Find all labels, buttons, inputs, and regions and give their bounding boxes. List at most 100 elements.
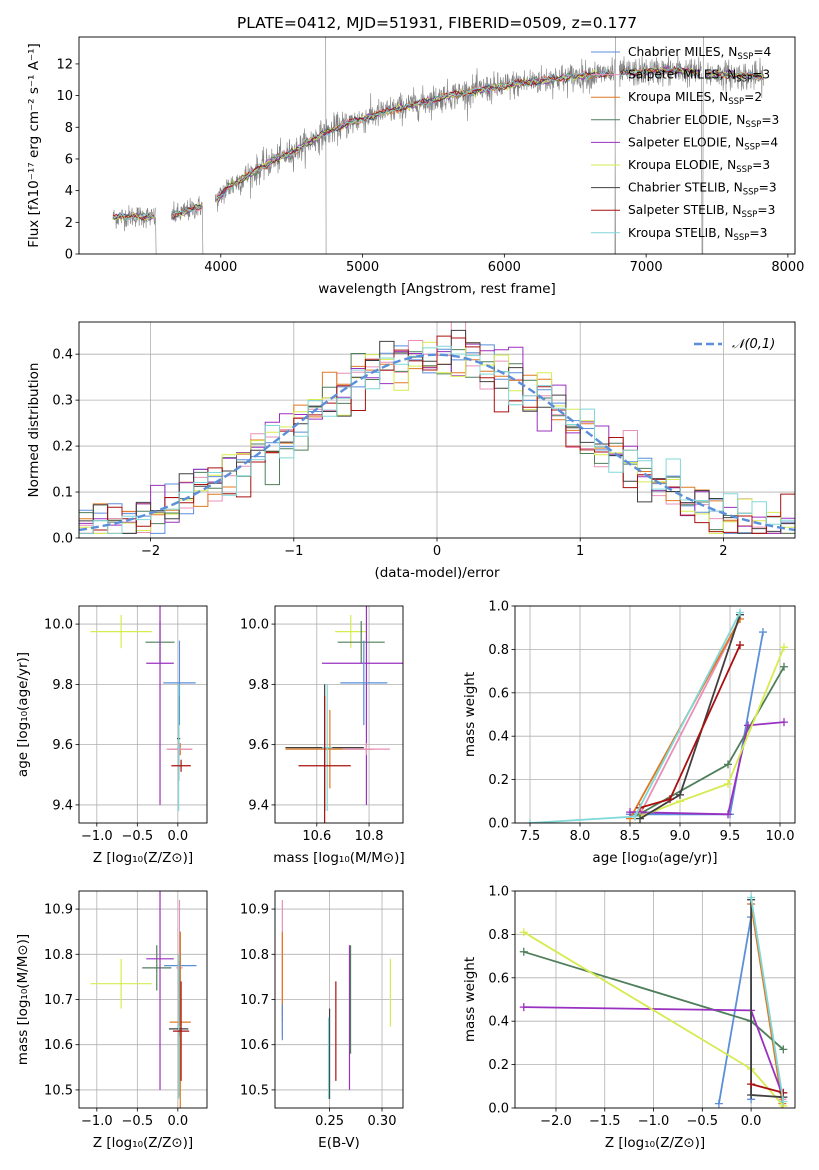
weight-line	[750, 903, 784, 1104]
x-tick-label: 8.5	[620, 829, 641, 844]
x-axis-label: E(B-V)	[318, 1135, 360, 1151]
weight-marker	[714, 1099, 723, 1108]
plot-area	[281, 900, 392, 1099]
gaussian-curve	[79, 353, 795, 532]
x-tick-label: −1.5	[589, 1114, 621, 1129]
legend-label-tail: =4	[753, 45, 771, 59]
legend-label-tail: =3	[752, 158, 770, 172]
y-tick-label: 9.6	[52, 738, 73, 753]
y-tick-label: 10.5	[240, 1083, 269, 1098]
legend-label: Kroupa ELODIE, NSSP=3	[628, 158, 770, 175]
y-tick-label: 9.6	[248, 738, 269, 753]
legend-label: Chabrier STELIB, NSSP=3	[628, 181, 777, 198]
plot-area	[285, 606, 403, 823]
x-tick-label: 0.30	[368, 1114, 397, 1129]
legend-label-text: Kroupa STELIB, N	[628, 226, 734, 240]
axes: −2 −1 0 1 2 0.0 0.1 0.2 0.3 0.4 (data-model)/error…	[26, 321, 796, 581]
y-tick-label: 0.6	[488, 686, 509, 701]
x-axis-label: Z [log₁₀(Z/Z⊙)]	[93, 850, 193, 866]
y-tick-label: 10.6	[44, 1038, 73, 1053]
legend-label-tail: =2	[744, 90, 762, 104]
x-tick-label: −1.0	[638, 1114, 670, 1129]
x-axis-label: wavelength [Angstrom, rest frame]	[318, 281, 556, 297]
weight-marker	[780, 643, 788, 652]
y-tick-label: 0.2	[488, 1058, 509, 1073]
x-tick-label: 9.0	[670, 829, 691, 844]
legend-label-sub: SSP	[744, 142, 760, 152]
weight-marker	[779, 1097, 788, 1106]
y-tick-label: 9.4	[52, 798, 73, 813]
x-tick-label: 0.0	[167, 1114, 188, 1129]
x-axis-label: age [log₁₀(age/yr)]	[592, 850, 717, 866]
plot-area	[90, 606, 196, 811]
model-spectrum-line	[112, 65, 764, 221]
chart-mass_vs_Z: −1.0 −0.5 0.0 10.5 10.6 10.7 10.8 10.9 Z [log₁₀(…	[15, 890, 208, 1151]
legend-label-sub: SSP	[743, 188, 759, 198]
weight-line	[629, 721, 785, 816]
axes-frame	[78, 605, 208, 824]
x-tick-label: 10.0	[766, 829, 795, 844]
weight-marker	[747, 893, 756, 902]
y-axis-label: mass weight	[462, 957, 478, 1042]
weight-marker	[736, 641, 744, 650]
chart-residuals: −2 −1 0 1 2 0.0 0.1 0.2 0.3 0.4 (data-model)/error…	[26, 321, 796, 581]
y-tick-label: 9.8	[52, 678, 73, 693]
x-tick-label: 0.25	[315, 1114, 344, 1129]
x-tick-label: 8.0	[570, 829, 591, 844]
y-tick-label: 0.4	[52, 348, 73, 363]
y-tick-label: 10.7	[44, 993, 73, 1008]
y-tick-label: 10.0	[44, 618, 73, 633]
weight-marker	[519, 1003, 528, 1012]
x-axis-label: Z [log₁₀(Z/Z⊙)]	[93, 1135, 193, 1151]
weight-marker	[519, 928, 528, 937]
legend-label-text: Chabrier MILES, N	[628, 45, 737, 59]
y-tick-label: 1.0	[488, 600, 509, 615]
weight-line	[639, 646, 785, 818]
weight-marker	[747, 1080, 756, 1089]
plot-area	[526, 608, 788, 823]
weight-marker	[724, 779, 732, 788]
y-tick-label: 6	[65, 152, 73, 167]
y-tick-label: 0	[65, 248, 73, 263]
legend-label-sub: SSP	[736, 165, 752, 175]
x-tick-label: 0.0	[167, 829, 188, 844]
legend-label-text: Kroupa ELODIE, N	[628, 158, 736, 172]
plot-area	[90, 891, 197, 1108]
weight-marker	[744, 721, 752, 730]
x-tick-label: −1	[284, 544, 303, 559]
legend-label-text: Chabrier ELODIE, N	[628, 113, 745, 127]
axes-frame	[78, 321, 796, 539]
axes-frame	[274, 605, 404, 824]
x-tick-label: 5000	[346, 260, 379, 275]
y-tick-label: 0.4	[488, 1015, 509, 1030]
grid	[275, 606, 403, 823]
y-tick-label: 12	[56, 57, 73, 72]
y-tick-label: 10.9	[240, 903, 269, 918]
chart-mass_weight_vs_Z: −2.0 −1.5 −1.0 −0.5 0.0 0.0 0.2 0.4 0.6 0.8 1.0 Z […	[462, 885, 796, 1151]
x-tick-label: −2	[141, 544, 160, 559]
weight-marker	[526, 819, 534, 823]
axes: 7.5 8.0 8.5 9.0 9.5 10.0 0.0 0.2 0.4 0.6 0.8 1.0 age…	[462, 600, 796, 866]
grid	[79, 891, 207, 1108]
weight-marker	[724, 810, 732, 819]
y-tick-label: 0.4	[488, 730, 509, 745]
legend-label-sub: SSP	[745, 120, 761, 130]
legend-label-text: Kroupa MILES, N	[628, 90, 728, 104]
legend-label-tail: =3	[761, 113, 779, 127]
figure-title: PLATE=0412, MJD=51931, FIBERID=0509, z=0…	[237, 14, 637, 32]
x-tick-label: 2	[719, 544, 727, 559]
chart-age_vs_mass: 10.6 10.8 9.4 9.6 9.8 10.0 mass [log₁₀(M/M⊙)]	[240, 605, 405, 866]
legend-label-sub: SSP	[728, 97, 744, 107]
axes: 4000 5000 6000 7000 8000 0 2 4 6 8 10 12 wavelength …	[26, 36, 804, 297]
legend-label-tail: =3	[757, 203, 775, 217]
x-tick-label: −0.5	[687, 1114, 719, 1129]
legend-label-sub: SSP	[734, 233, 750, 243]
model-spectrum-line	[112, 65, 764, 222]
legend-label: Salpeter STELIB, NSSP=3	[628, 203, 775, 220]
y-tick-label: 0.0	[488, 817, 509, 832]
legend: 𝒩(0,1)	[694, 337, 775, 352]
weight-marker	[780, 718, 788, 727]
x-tick-label: 6000	[488, 260, 521, 275]
histogram-series	[79, 345, 795, 538]
